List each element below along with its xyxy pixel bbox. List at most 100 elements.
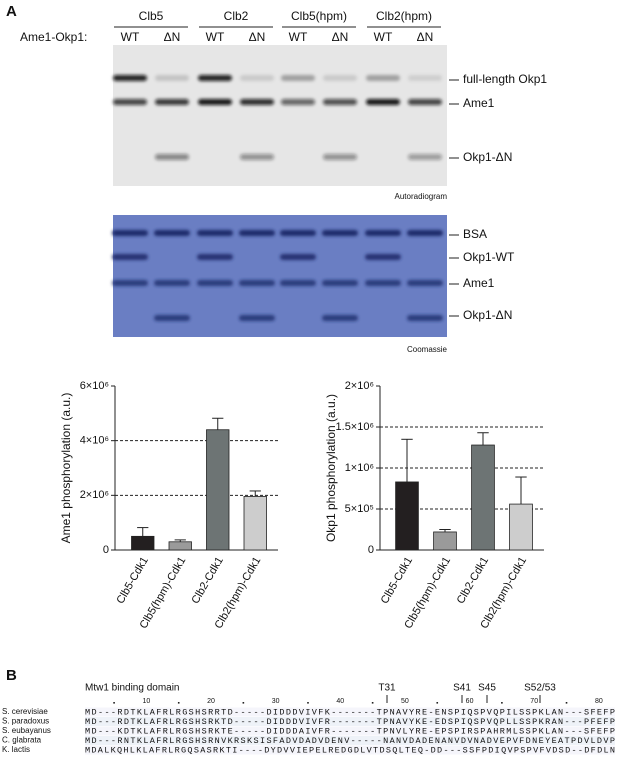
y-tick-label: 0 [103,544,109,556]
ruler-number: 40 [336,698,344,705]
lane-label: WT [206,30,225,44]
lane-label: WT [121,30,140,44]
band [366,99,400,105]
band [407,315,443,321]
ruler-dot [113,702,115,704]
y-tick-label: 1×10⁶ [345,462,374,474]
ruler-number: 20 [207,698,215,705]
lane-label: ΔN [417,30,434,44]
coomassie-bands [112,230,443,321]
band [155,99,189,105]
band [280,280,316,286]
sequence-shade [85,717,615,726]
ruler-dot [371,702,374,704]
site-label: S45 [478,683,496,694]
sequence: MD---KDTKLAFRLRGSHSRKTE-----DIDDDAIVFR--… [85,726,615,736]
ruler-number: 60 [466,698,474,705]
y-tick-label: 6×10⁶ [80,380,109,392]
ruler-number: 30 [272,698,280,705]
band [240,75,274,81]
band [155,154,189,160]
sequence: MD---RDTKLAFRLRGSHSRKTD-----DIDDDVIVFR--… [85,717,615,727]
autoradiogram-bands [113,75,442,160]
band-label: Okp1-WT [463,250,515,264]
band [197,230,233,236]
y-tick-label: 5×10⁵ [345,503,374,515]
x-tick-label: Clb2-Cdk1 [189,555,225,606]
sequence-shade [85,707,615,717]
group-label: Clb5(hpm) [291,9,347,23]
band-label: Okp1-ΔN [463,308,512,322]
band [198,99,232,105]
band [155,75,189,81]
species-name: S. cerevisiae [2,707,48,716]
band [322,315,358,321]
sequence: MD---RDTKLAFRLRGSHSRRTD-----DIDDDVIVFK--… [85,707,615,717]
site-label: T31 [378,683,396,694]
panel-label: B [6,667,17,684]
domain-label: Mtw1 binding domain [85,683,180,694]
band [322,230,358,236]
band [280,230,316,236]
ruler-number: 50 [401,698,409,705]
band [113,75,147,81]
sequence: MDALKQHLKLAFRLRGQSASRKTI----DYDVVIEPELRE… [85,745,615,755]
ruler-dot [242,702,245,704]
band [323,99,357,105]
lane-label: WT [374,30,393,44]
band [365,254,401,260]
y-tick-label: 1.5×10⁶ [336,421,374,433]
band [408,154,442,160]
sequence: MD---RNTKLAFRLRGSHSRNVKRSKSISFADVDADVDEN… [85,736,615,746]
band-label: Ame1 [463,96,495,110]
y-tick-label: 2×10⁶ [80,489,109,501]
band [154,230,190,236]
lane-label: ΔN [332,30,349,44]
x-tick-label: Clb5-Cdk1 [114,555,150,606]
ruler-dot [436,702,439,704]
band [198,75,232,81]
bar [395,481,419,551]
bar [471,444,495,551]
x-tick-label: Clb2-Cdk1 [455,555,491,606]
band [240,99,274,105]
group-label: Clb2 [224,9,249,23]
band [365,230,401,236]
band-label: BSA [463,227,487,241]
band [154,315,190,321]
band [323,75,357,81]
y-tick-label: 0 [368,544,374,556]
band [322,280,358,286]
band [323,154,357,160]
band [407,230,443,236]
bar [168,541,192,551]
band [112,230,148,236]
y-axis-label: Okp1 phosphorylation (a.u.) [324,394,338,542]
species-name: S. paradoxus [2,717,49,726]
sequence-shade [85,726,615,736]
band [112,280,148,286]
band [239,280,275,286]
y-axis-label: Ame1 phosphorylation (a.u.) [59,393,73,544]
band [281,99,315,105]
ruler-number: 80 [595,698,603,705]
band-label: Ame1 [463,276,495,290]
y-tick-label: 4×10⁶ [80,435,109,447]
bar [243,496,267,551]
ruler-dot [501,702,503,704]
species-name: K. lactis [2,745,30,754]
sequence-shade [85,745,615,755]
gel-caption: Autoradiogram [395,192,448,201]
band [112,254,148,260]
band [365,280,401,286]
ruler-dot [565,702,568,704]
band-label: Okp1-ΔN [463,150,512,164]
ruler-number: 70 [530,698,538,705]
group-label: Clb5 [139,9,164,23]
site-label: S41 [453,683,471,694]
x-tick-label: Clb5-Cdk1 [379,555,415,606]
band [407,280,443,286]
band [154,280,190,286]
bar [433,531,457,551]
